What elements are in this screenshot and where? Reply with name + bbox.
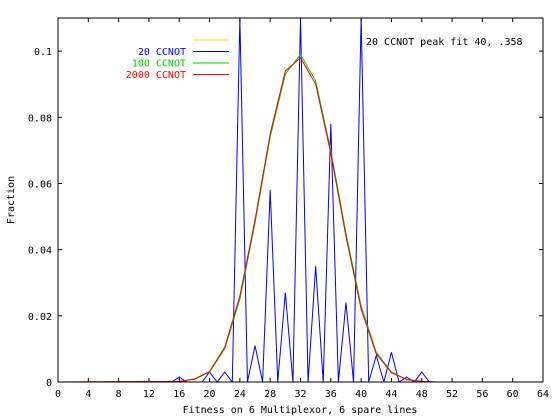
legend-label: 2000 CCNOT bbox=[126, 70, 186, 81]
x-tick-label: 16 bbox=[173, 389, 185, 400]
y-axis-label: Fraction bbox=[6, 176, 17, 224]
x-tick-label: 28 bbox=[264, 389, 276, 400]
x-tick-label: 44 bbox=[385, 389, 397, 400]
x-tick-label: 20 bbox=[204, 389, 216, 400]
series-line-3 bbox=[58, 56, 543, 382]
annotation: 20 CCNOT peak fit 40, .358 bbox=[366, 37, 523, 48]
y-tick-label: 0.1 bbox=[34, 47, 52, 58]
y-tick-label: 0.04 bbox=[28, 246, 52, 257]
x-tick-label: 40 bbox=[355, 389, 367, 400]
x-axis-label: Fitness on 6 Multiplexor, 6 spare lines bbox=[183, 405, 418, 416]
x-tick-label: 4 bbox=[85, 389, 91, 400]
legend-label: 100 CCNOT bbox=[132, 59, 186, 70]
x-tick-label: 52 bbox=[446, 389, 458, 400]
x-tick-label: 32 bbox=[294, 389, 306, 400]
y-tick-label: 0 bbox=[46, 378, 52, 389]
x-tick-label: 36 bbox=[325, 389, 337, 400]
series-lines bbox=[58, 18, 543, 382]
x-tick-label: 8 bbox=[116, 389, 122, 400]
x-tick-label: 12 bbox=[143, 389, 155, 400]
x-tick-label: 48 bbox=[416, 389, 428, 400]
series-line-2 bbox=[58, 53, 543, 382]
y-tick-label: 0.06 bbox=[28, 179, 52, 190]
x-tick-label: 0 bbox=[55, 389, 61, 400]
x-tick-label: 60 bbox=[507, 389, 519, 400]
legend-label: 20 CCNOT bbox=[138, 47, 186, 58]
x-tick-label: 56 bbox=[476, 389, 488, 400]
axis-ticks: 0 4 8 12 16 20 24 28 32 36 40 44 48 52 56 60 6400.020.04… bbox=[28, 18, 549, 400]
y-tick-label: 0.02 bbox=[28, 312, 52, 323]
x-tick-label: 64 bbox=[537, 389, 549, 400]
x-tick-label: 24 bbox=[234, 389, 246, 400]
y-tick-label: 0.08 bbox=[28, 113, 52, 124]
